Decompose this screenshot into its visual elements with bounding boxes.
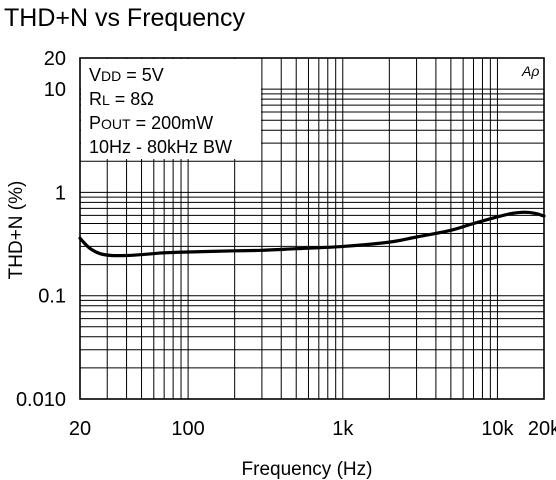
x-tick-label: 100 (171, 418, 204, 440)
x-tick-label: 20k (528, 418, 556, 440)
x-tick-label: 20 (69, 418, 91, 440)
condition-text: VDD = 5V (89, 65, 164, 85)
conditions-box: VDD = 5V RL = 8Ω POUT = 200mW 10Hz - 80kHz … (81, 59, 261, 159)
y-tick-label: 20 (44, 48, 66, 70)
y-tick-label: 0.1 (38, 286, 66, 308)
condition-text: 10Hz - 80kHz BW (89, 137, 232, 157)
chart-title: THD+N vs Frequency (4, 4, 246, 32)
x-axis-label: Frequency (Hz) (242, 459, 373, 480)
x-tick-label: 10k (481, 418, 514, 440)
y-tick-label: 1 (55, 182, 66, 204)
plot-frame (79, 57, 545, 400)
thdn-series-line (78, 210, 546, 258)
y-tick-label: 0.010 (16, 389, 66, 411)
y-axis-label: THD+N (%) (6, 181, 27, 280)
y-tick-label: 10 (44, 79, 66, 101)
series-layer (78, 210, 546, 258)
condition-text: POUT = 200mW (89, 113, 213, 133)
x-tick-label: 1k (332, 418, 354, 440)
condition-text: RL = 8Ω (89, 89, 154, 109)
conditions-box-bg (81, 59, 261, 159)
tick-labels: 20 100 1k 10k 20k 20 10 1 0.1 0.010 (16, 48, 556, 440)
ap-watermark-icon: Aρ (521, 63, 539, 79)
